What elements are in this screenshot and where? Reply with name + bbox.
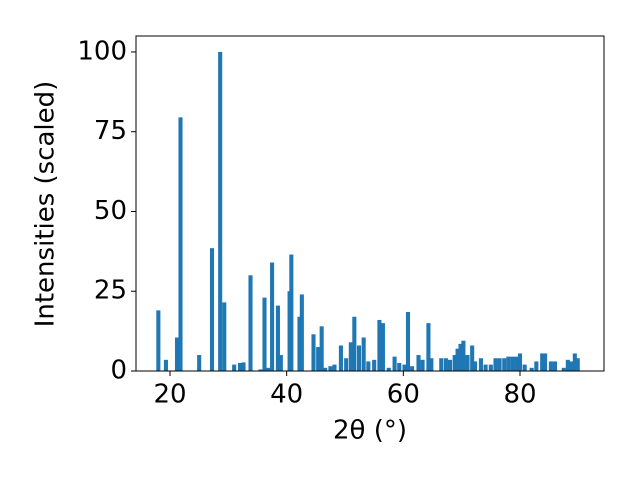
- bar: [258, 369, 263, 371]
- y-tick-label: 50: [94, 196, 127, 226]
- bar: [461, 340, 466, 371]
- x-tick-label: 20: [153, 380, 186, 410]
- bar: [156, 310, 161, 371]
- bar: [222, 302, 227, 371]
- bar: [297, 316, 302, 371]
- bar: [420, 359, 425, 371]
- bar: [338, 345, 343, 371]
- bar: [237, 363, 243, 371]
- bar: [348, 342, 353, 371]
- bar: [540, 353, 545, 371]
- y-axis-label: Intensities (scaled): [31, 81, 61, 328]
- bar: [548, 361, 553, 371]
- bar: [455, 348, 460, 371]
- bar: [426, 323, 431, 371]
- y-tick-label: 75: [94, 116, 127, 146]
- bar: [458, 343, 463, 371]
- bar: [332, 364, 337, 371]
- bar: [197, 355, 202, 371]
- bar: [218, 51, 223, 371]
- bar: [561, 367, 566, 371]
- bar: [488, 364, 493, 371]
- bar: [299, 294, 304, 371]
- bar: [232, 364, 237, 371]
- bar: [522, 364, 527, 371]
- bar: [380, 323, 385, 371]
- bar: [352, 316, 357, 371]
- bar: [552, 361, 558, 371]
- bar: [323, 367, 328, 371]
- bar: [289, 254, 294, 371]
- bar: [262, 297, 267, 371]
- bar: [174, 337, 180, 371]
- bar: [397, 363, 402, 371]
- bar: [265, 367, 271, 371]
- bar: [439, 358, 444, 371]
- bar: [402, 364, 407, 371]
- y-tick-label: 0: [110, 356, 127, 386]
- bar: [534, 361, 539, 371]
- bar: [178, 117, 183, 371]
- bar: [565, 359, 570, 371]
- bar: [405, 311, 411, 371]
- bar: [416, 355, 421, 371]
- bar: [275, 305, 280, 371]
- bar: [502, 358, 507, 371]
- bar: [470, 345, 475, 371]
- bar: [209, 248, 215, 371]
- x-tick-label: 80: [503, 380, 536, 410]
- bar: [278, 355, 283, 371]
- bar: [328, 366, 333, 371]
- bar: [344, 358, 349, 371]
- bar: [410, 366, 415, 371]
- y-tick-label: 25: [94, 276, 127, 306]
- x-tick-label: 60: [387, 380, 420, 410]
- bar: [377, 319, 382, 371]
- bar: [447, 359, 453, 371]
- bar: [529, 367, 534, 371]
- bar: [366, 361, 371, 371]
- bar: [429, 358, 434, 371]
- bar: [452, 355, 457, 371]
- y-tick-label: 100: [77, 36, 127, 66]
- bar: [386, 367, 391, 371]
- bar: [506, 356, 511, 371]
- bar: [478, 358, 483, 371]
- bar: [465, 355, 470, 371]
- bar: [493, 358, 498, 371]
- bar: [572, 353, 577, 371]
- bar: [517, 353, 523, 371]
- bar: [575, 358, 580, 371]
- bar: [270, 262, 275, 371]
- bar: [483, 364, 488, 371]
- bar: [356, 345, 362, 371]
- x-tick-label: 40: [270, 380, 303, 410]
- bar: [569, 361, 574, 371]
- bar: [361, 337, 366, 371]
- bar: [392, 356, 397, 371]
- bar: [248, 275, 253, 371]
- bar: [473, 361, 478, 371]
- bar: [510, 356, 515, 371]
- bar: [163, 359, 168, 371]
- x-axis-label: 2θ (°): [333, 416, 407, 446]
- bar: [443, 358, 448, 371]
- bar: [316, 347, 321, 371]
- bar: [372, 359, 377, 371]
- bar: [319, 326, 324, 371]
- plot-frame: [135, 35, 605, 372]
- bar: [514, 356, 519, 371]
- bar: [241, 362, 246, 371]
- bar: [311, 334, 316, 371]
- bar: [543, 353, 548, 371]
- bar: [497, 358, 502, 371]
